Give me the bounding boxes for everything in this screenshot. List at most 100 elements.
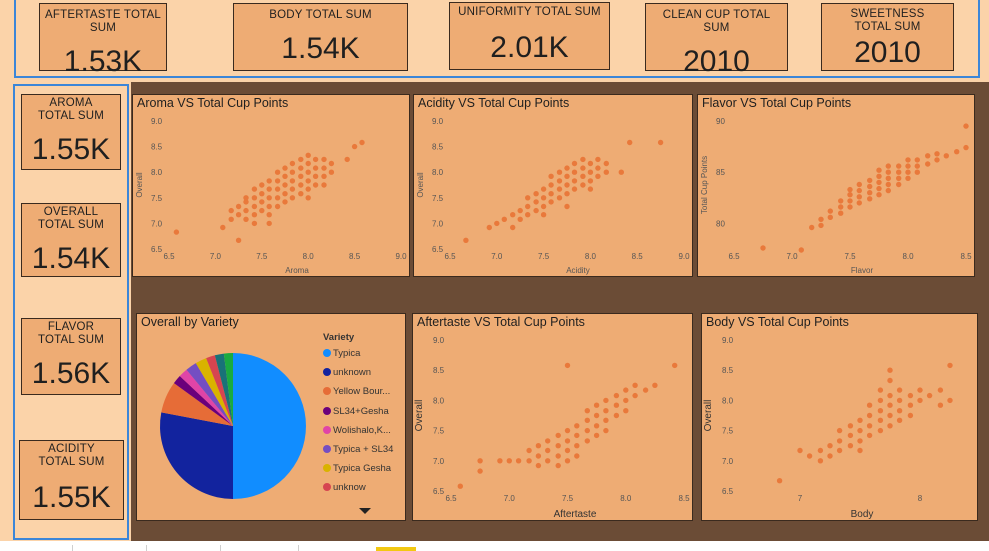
scatter-point[interactable] (556, 195, 563, 201)
scatter-point[interactable] (555, 432, 561, 439)
scatter-point[interactable] (632, 382, 638, 388)
scatter-point[interactable] (905, 163, 911, 169)
scatter-point[interactable] (289, 169, 296, 175)
scatter-point[interactable] (877, 408, 884, 414)
scatter-point[interactable] (266, 220, 272, 227)
scatter-point[interactable] (545, 447, 551, 454)
scatter-point[interactable] (847, 443, 854, 449)
scatter-point[interactable] (289, 160, 296, 167)
scatter-point[interactable] (817, 447, 824, 454)
scatter-point[interactable] (827, 214, 833, 220)
scatter-point[interactable] (540, 195, 547, 201)
scatter-point[interactable] (603, 417, 609, 423)
scatter-point[interactable] (937, 402, 944, 408)
card-aftertaste-total[interactable]: AFTERTASTE TOTAL SUM 1.53K (39, 3, 167, 77)
scatter-point[interactable] (274, 178, 281, 184)
scatter-point[interactable] (282, 173, 288, 179)
scatter-point[interactable] (282, 182, 288, 188)
scatter-point[interactable] (963, 123, 969, 129)
scatter-point[interactable] (251, 212, 258, 218)
scatter-point[interactable] (887, 412, 893, 419)
scatter-point[interactable] (564, 173, 570, 179)
scatter-point[interactable] (298, 156, 304, 163)
scatter-point[interactable] (535, 443, 542, 449)
scatter-point[interactable] (925, 153, 931, 159)
scatter-point[interactable] (545, 458, 551, 464)
scatter-point[interactable] (866, 402, 873, 408)
scatter-point[interactable] (545, 438, 551, 444)
scatter-point[interactable] (540, 212, 547, 218)
scatter-point[interactable] (274, 169, 281, 175)
scatter-point[interactable] (866, 423, 873, 429)
scatter-point[interactable] (618, 169, 624, 175)
card-body-total[interactable]: BODY TOTAL SUM 1.54K (233, 3, 408, 71)
scatter-point[interactable] (613, 392, 620, 399)
scatter-point[interactable] (251, 203, 258, 210)
scatter-point[interactable] (533, 207, 539, 214)
card-overall-total[interactable]: OVERALL TOTAL SUM 1.54K (21, 203, 121, 277)
scatter-point[interactable] (798, 247, 804, 253)
scatter-point[interactable] (595, 173, 601, 179)
scatter-point[interactable] (571, 169, 578, 175)
scatter-point[interactable] (312, 173, 319, 179)
scatter-point[interactable] (593, 432, 600, 439)
scatter-point[interactable] (587, 186, 594, 192)
scatter-point[interactable] (510, 212, 516, 218)
scatter-point[interactable] (584, 417, 590, 423)
scatter-point[interactable] (266, 212, 272, 218)
scatter-point[interactable] (298, 182, 304, 188)
scatter-point[interactable] (457, 483, 463, 489)
scatter-point[interactable] (896, 175, 902, 181)
scatter-point[interactable] (298, 191, 304, 197)
scatter-point[interactable] (954, 149, 960, 155)
scatter-point[interactable] (887, 377, 893, 384)
scatter-point[interactable] (876, 192, 882, 198)
scatter-point[interactable] (321, 165, 327, 171)
scatter-point[interactable] (259, 191, 265, 197)
scatter-point[interactable] (535, 453, 542, 459)
scatter-point[interactable] (896, 397, 903, 404)
scatter-point[interactable] (580, 165, 586, 171)
scatter-point[interactable] (555, 453, 561, 459)
scatter-point[interactable] (228, 216, 234, 222)
scatter-point[interactable] (477, 468, 483, 474)
card-acidity-total[interactable]: ACIDITY TOTAL SUM 1.55K (19, 440, 124, 520)
active-page-tab[interactable] (376, 547, 416, 551)
scatter-point[interactable] (305, 178, 311, 184)
scatter-point[interactable] (574, 432, 580, 439)
scatter-point[interactable] (312, 182, 319, 188)
scatter-point[interactable] (623, 408, 629, 414)
scatter-point[interactable] (548, 182, 554, 188)
scatter-point[interactable] (827, 208, 833, 214)
scatter-point[interactable] (525, 203, 531, 210)
legend-item[interactable]: Typica + SL34 (323, 444, 403, 463)
scatter-point[interactable] (907, 392, 914, 399)
scatter-point[interactable] (914, 163, 920, 169)
scatter-point[interactable] (463, 237, 469, 243)
scatter-point[interactable] (876, 179, 882, 186)
scatter-point[interactable] (623, 387, 629, 393)
scatter-point[interactable] (321, 182, 327, 188)
scatter-point[interactable] (797, 447, 803, 454)
scatter-point[interactable] (818, 222, 824, 229)
legend-item[interactable]: Typica (323, 348, 403, 367)
scatter-point[interactable] (856, 187, 862, 194)
scatter-point[interactable] (866, 412, 873, 419)
scatter-point[interactable] (593, 412, 600, 419)
scatter-point[interactable] (266, 195, 272, 201)
card-flavor-total[interactable]: FLAVOR TOTAL SUM 1.56K (21, 318, 121, 395)
scatter-point[interactable] (289, 195, 296, 201)
scatter-point[interactable] (556, 178, 563, 184)
scatter-point[interactable] (914, 169, 920, 175)
scatter-point[interactable] (266, 178, 272, 184)
scatter-point[interactable] (220, 224, 226, 231)
scatter-point[interactable] (251, 195, 258, 201)
scatter-point[interactable] (885, 187, 891, 194)
scatter-point[interactable] (235, 212, 242, 218)
card-uniformity-total[interactable]: UNIFORMITY TOTAL SUM 2.01K (449, 2, 610, 70)
scatter-point[interactable] (555, 443, 561, 449)
scatter-point[interactable] (917, 397, 923, 404)
scatter-point[interactable] (593, 423, 600, 429)
legend-item[interactable]: Typica Gesha (323, 463, 403, 482)
scatter-point[interactable] (555, 462, 561, 469)
